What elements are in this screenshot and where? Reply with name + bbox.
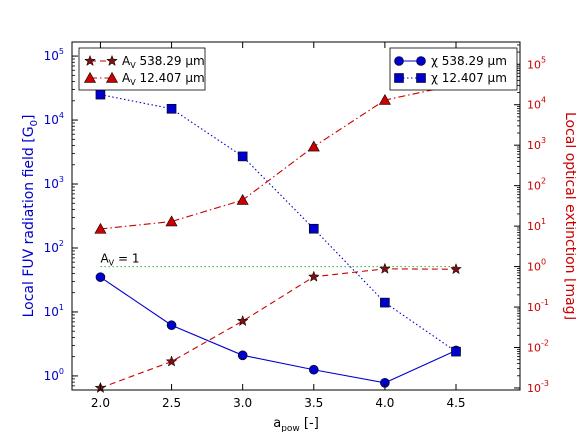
data-point-series-2 <box>378 262 391 274</box>
data-point-series-3 <box>94 222 107 234</box>
legend-label: AV 12.407 μm <box>122 71 205 87</box>
legend-top-right: χ 538.29 μm χ 12.407 μm <box>389 47 518 91</box>
data-point-series-0 <box>166 320 177 331</box>
x-tick-label: 4.0 <box>375 396 394 410</box>
right-tick-label: 104 <box>527 96 546 112</box>
series-line-1 <box>100 94 457 353</box>
data-point-series-3 <box>165 215 178 227</box>
right-tick-label: 10-2 <box>527 339 549 355</box>
right-tick-label: 101 <box>527 217 546 233</box>
right-tick-label: 103 <box>527 136 546 152</box>
data-point-series-3 <box>378 93 391 105</box>
x-tick-label: 2.5 <box>162 396 181 410</box>
left-tick-label: 101 <box>44 303 64 319</box>
series-line-0 <box>100 276 457 384</box>
data-point-series-1 <box>308 223 319 234</box>
data-point-series-2 <box>450 263 462 275</box>
legend-marker <box>106 54 118 67</box>
data-point-series-2 <box>236 314 249 327</box>
plot-frame <box>71 41 521 391</box>
axes-layer: 2.0 2.5 3.0 3.5 4.0 4.5 apow [-] 100 101 102 103 10… <box>21 42 576 432</box>
data-point-series-1 <box>451 346 461 357</box>
right-tick-label: 105 <box>527 55 546 71</box>
legend-box <box>389 47 518 91</box>
data-point-series-0 <box>237 350 248 361</box>
series-line-2 <box>100 268 457 389</box>
right-tick-label: 100 <box>527 258 546 274</box>
data-point-series-1 <box>95 89 106 100</box>
legend-label: χ 12.407 μm <box>431 71 507 85</box>
data-point-series-0 <box>95 272 106 282</box>
legend-label: AV 538.29 μm <box>122 54 205 70</box>
data-point-series-2 <box>165 355 178 367</box>
right-axis-label: Local optical extinction [mag] <box>562 112 576 320</box>
legend-marker <box>84 54 96 67</box>
legend-marker <box>416 56 426 66</box>
x-tick-label: 3.0 <box>233 396 252 410</box>
legend-marker <box>394 56 404 66</box>
x-axis-label: apow [-] <box>273 416 319 432</box>
legend-label: χ 538.29 μm <box>431 54 507 68</box>
data-point-series-3 <box>236 193 249 205</box>
left-axis-label: Local FUV radiation field [G0] <box>21 115 40 318</box>
data-point-series-0 <box>308 364 319 375</box>
data-point-series-3 <box>307 140 320 152</box>
left-tick-label: 103 <box>44 175 64 191</box>
data-point-series-1 <box>380 297 390 308</box>
legend-box <box>78 47 206 91</box>
legend-marker <box>105 71 119 83</box>
x-tick-label: 3.5 <box>304 396 323 410</box>
legend-marker <box>416 73 426 83</box>
data-point-series-2 <box>307 270 320 282</box>
series-line-3 <box>100 84 457 230</box>
x-tick-label: 2.0 <box>91 396 110 410</box>
left-tick-label: 100 <box>44 367 64 383</box>
legend-marker <box>83 71 97 83</box>
right-tick-label: 10-3 <box>527 379 549 395</box>
data-point-series-1 <box>237 151 248 162</box>
right-tick-label: 102 <box>527 177 546 193</box>
left-tick-label: 105 <box>44 47 64 63</box>
right-tick-label: 10-1 <box>527 298 549 314</box>
plot-layer: AV = 1 <box>94 78 463 394</box>
reference-line-label: AV = 1 <box>100 252 139 268</box>
left-tick-label: 102 <box>44 239 64 255</box>
x-tick-label: 4.5 <box>446 396 465 410</box>
left-tick-label: 104 <box>44 111 64 127</box>
legend-marker <box>394 73 404 83</box>
data-point-series-1 <box>166 103 177 114</box>
